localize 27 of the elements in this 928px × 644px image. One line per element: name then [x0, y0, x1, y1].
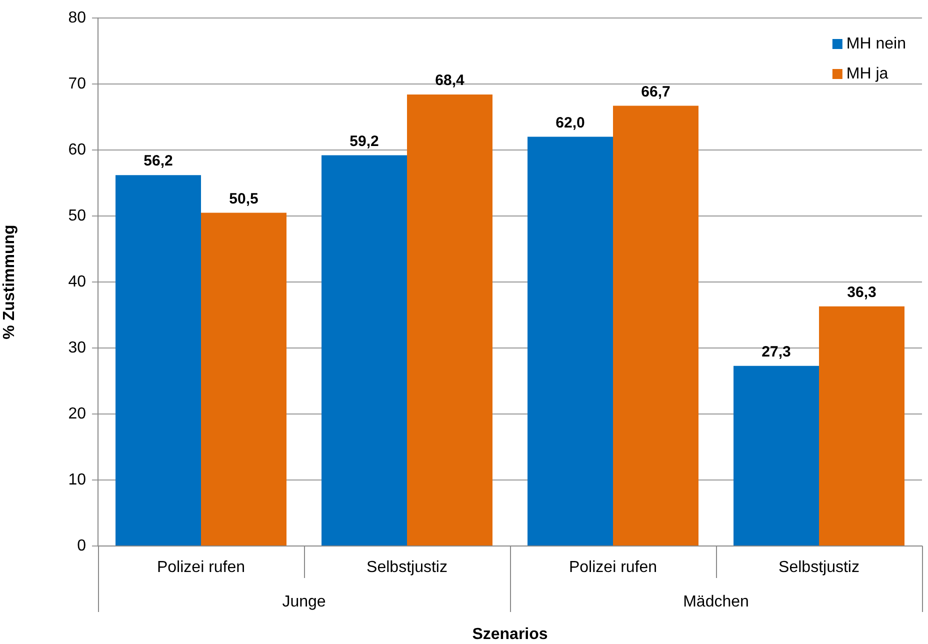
y-axis-title: % Zustimmung: [1, 224, 18, 340]
text: Mädchen: [683, 593, 749, 610]
y-tick-label: 0: [77, 537, 86, 554]
y-tick-label: 50: [68, 207, 86, 224]
y-tick-label: 70: [68, 75, 86, 92]
x-axis-title: Szenarios: [472, 626, 548, 643]
y-tick-label: 10: [68, 471, 86, 488]
x-tick-label: Selbstjustiz: [366, 559, 448, 576]
data-label: 59,2: [350, 132, 379, 150]
data-label: 36,3: [847, 284, 876, 302]
x-tick-label: Selbstjustiz: [778, 559, 860, 576]
y-tick-label: 80: [68, 9, 86, 26]
y-tick-label: 40: [68, 273, 86, 290]
legend-label: MH ja: [846, 65, 888, 82]
x-tick-label: Polizei rufen: [156, 559, 246, 576]
data-label: 68,4: [435, 72, 465, 90]
data-label: 62,0: [556, 114, 585, 132]
data-label: 56,2: [144, 152, 173, 170]
data-label: 50,5: [229, 190, 258, 208]
y-tick-label: 60: [68, 141, 86, 158]
y-tick-label: 20: [68, 405, 86, 422]
x-tick-label: Polizei rufen: [568, 559, 658, 576]
y-tick-label: 30: [68, 339, 86, 356]
legend-label: MH nein: [846, 35, 906, 52]
text: Junge: [282, 593, 326, 610]
data-label: 27,3: [762, 343, 791, 360]
data-label: 66,7: [641, 83, 670, 100]
